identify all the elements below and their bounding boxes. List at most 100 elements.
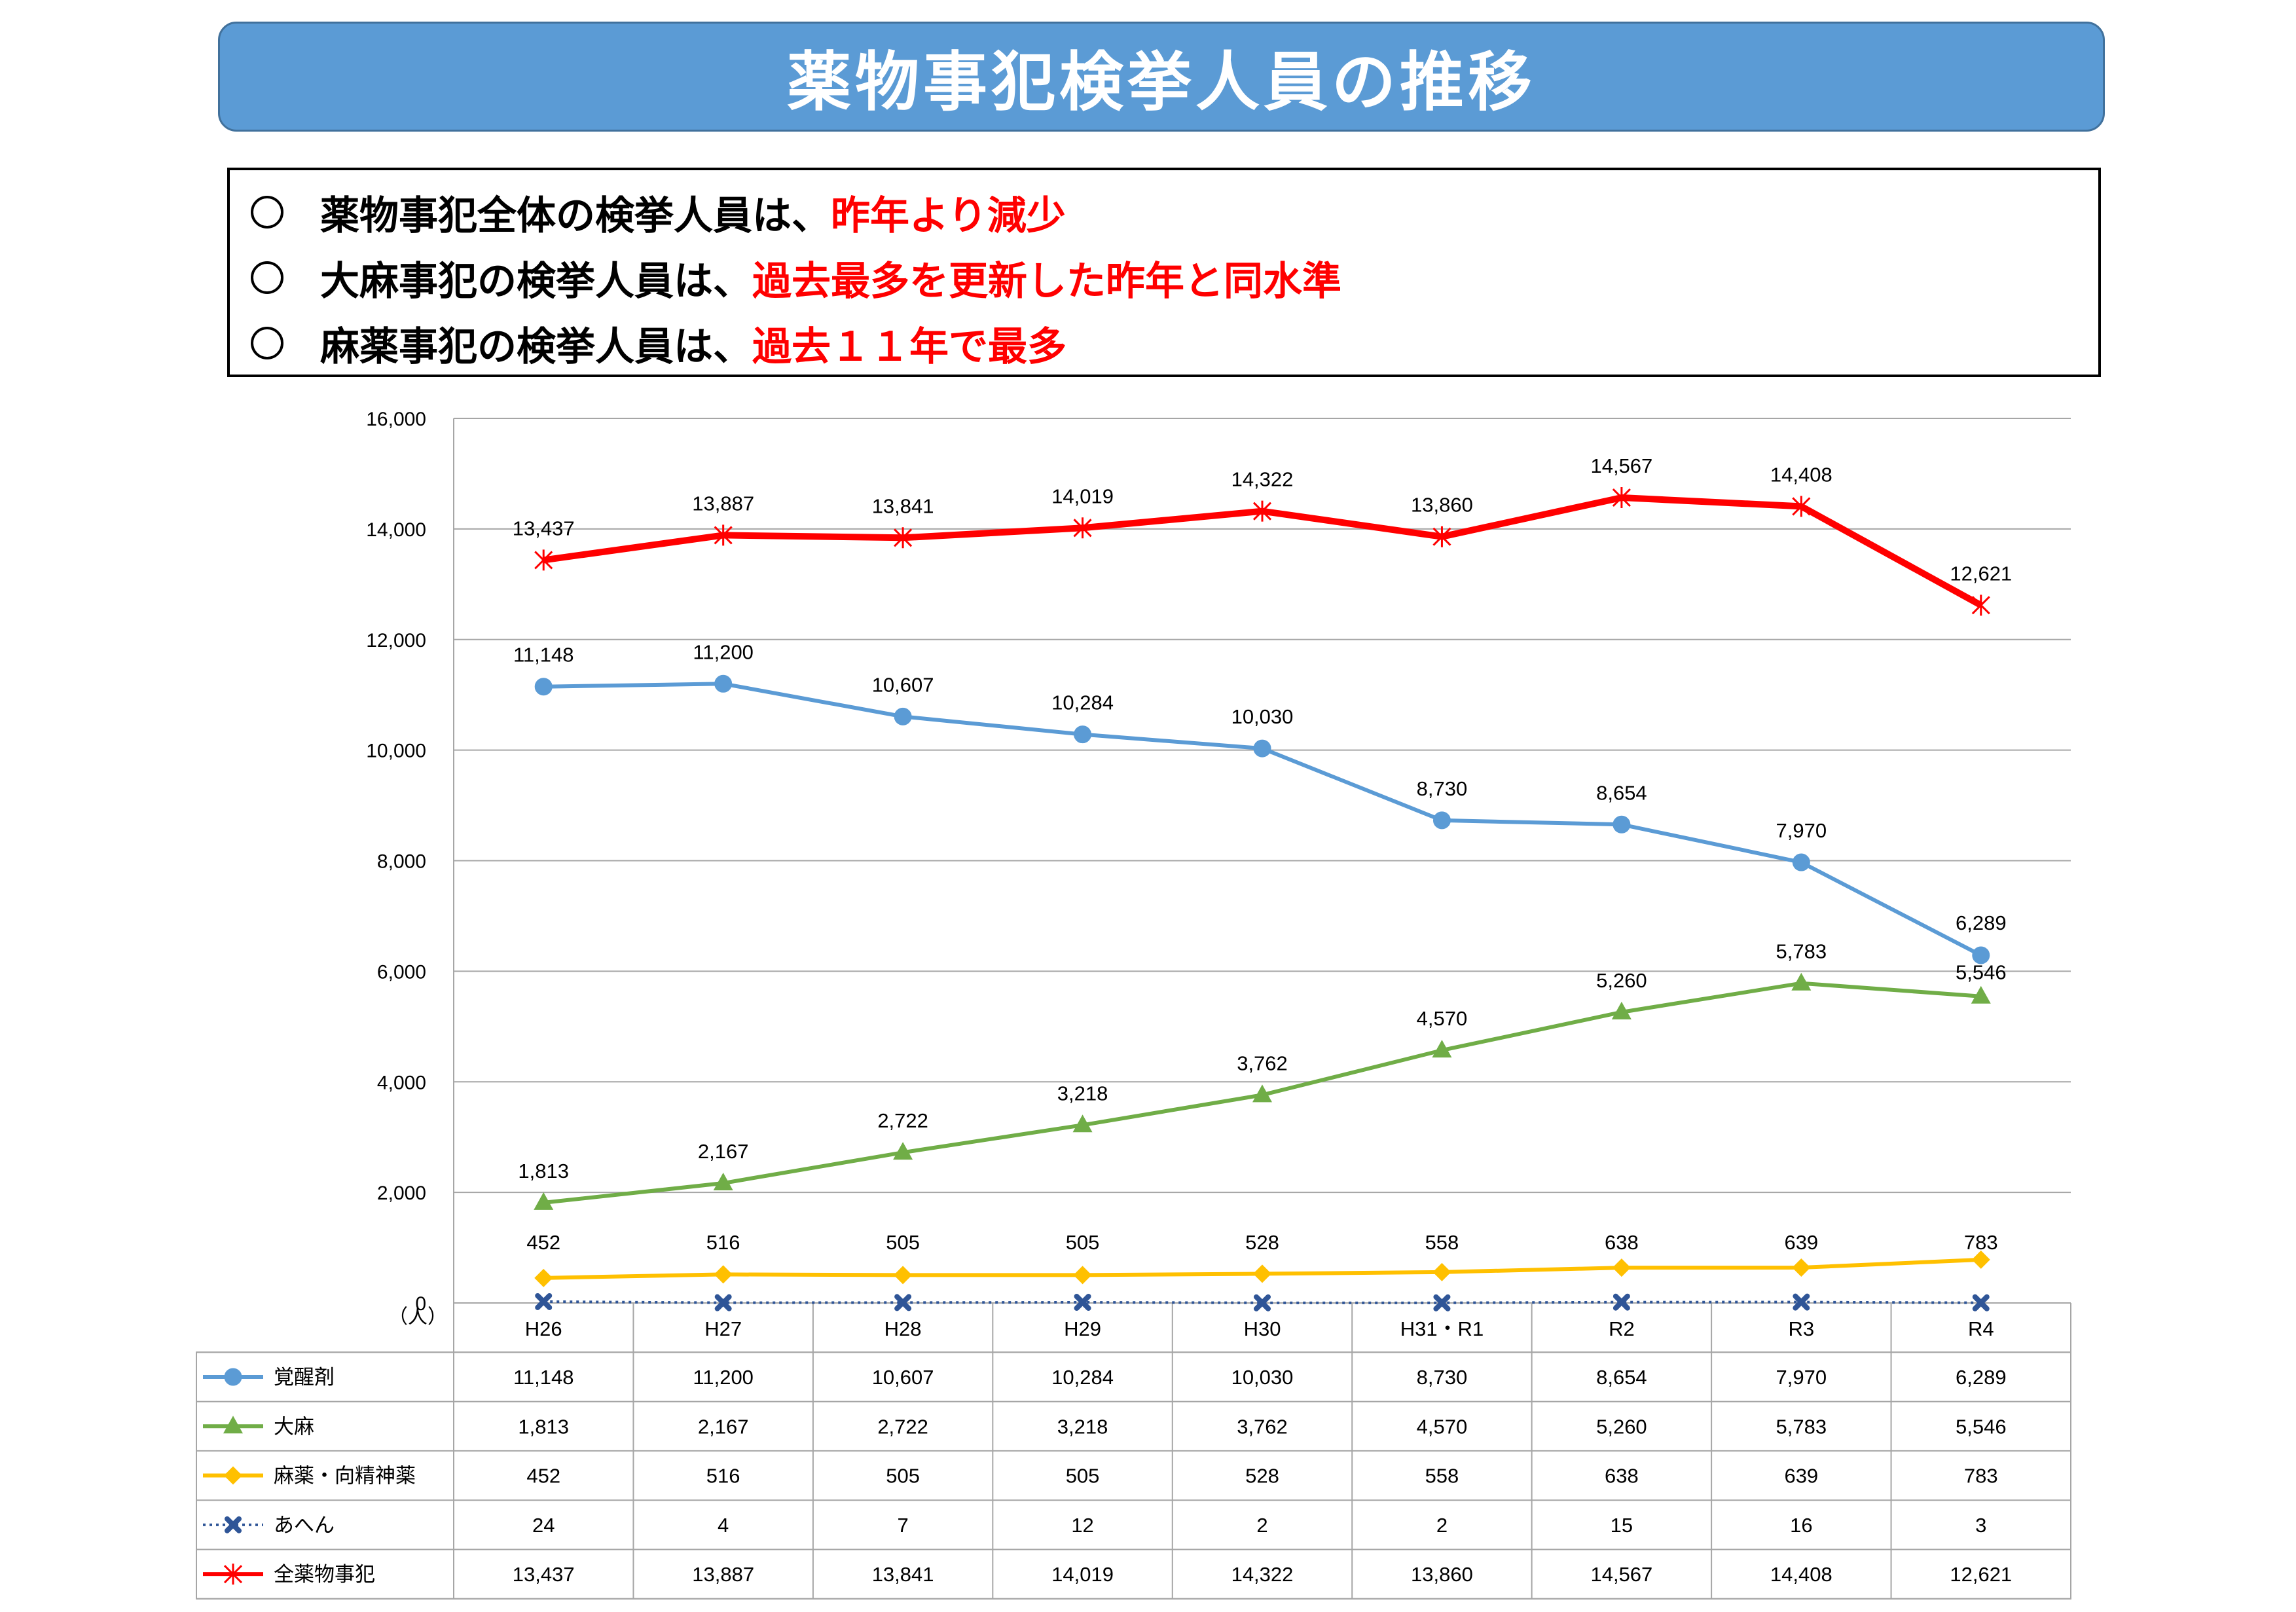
table-cell: 638 xyxy=(1605,1465,1639,1488)
summary-text: 薬物事犯全体の検挙人員は、 xyxy=(320,192,831,239)
x-marker xyxy=(535,1292,553,1310)
table-cell: 558 xyxy=(1425,1465,1459,1488)
data-label: 10,607 xyxy=(872,673,934,696)
table-cell: 14,322 xyxy=(1231,1563,1294,1586)
summary-box: 薬物事犯全体の検挙人員は、 昨年より減少 大麻事犯の検挙人員は、 過去最多を更新… xyxy=(227,168,2101,377)
x-marker xyxy=(1793,1293,1810,1311)
data-label: 5,546 xyxy=(1956,961,2007,984)
circle-bullet-icon xyxy=(251,261,283,294)
table-cell: 13,841 xyxy=(872,1563,934,1586)
y-tick-label: 16,000 xyxy=(366,409,426,430)
data-label: 2,167 xyxy=(698,1140,749,1163)
y-tick-label: 0 xyxy=(415,1293,426,1315)
table-cell: 14,408 xyxy=(1770,1563,1832,1586)
star-marker xyxy=(1432,526,1451,547)
y-tick-label: 14,000 xyxy=(366,519,426,541)
table-cell: 2,167 xyxy=(698,1415,749,1438)
table-cell: 528 xyxy=(1245,1465,1279,1488)
table-cell: 13,860 xyxy=(1411,1563,1473,1586)
table-cell: 12 xyxy=(1071,1514,1093,1537)
table-cell: 15 xyxy=(1611,1514,1633,1537)
star-marker xyxy=(223,1564,243,1585)
circle-marker xyxy=(224,1368,242,1386)
triangle-marker xyxy=(1072,1114,1093,1133)
x-marker xyxy=(1972,1294,1990,1311)
data-label: 12,621 xyxy=(1950,562,2012,585)
legend-label: 大麻 xyxy=(274,1415,314,1438)
x-tick-label: H29 xyxy=(1064,1317,1101,1340)
table-cell: 6,289 xyxy=(1956,1366,2007,1389)
table-cell: 4,570 xyxy=(1417,1415,1468,1438)
triangle-marker xyxy=(223,1416,243,1434)
triangle-marker xyxy=(1252,1084,1272,1103)
table-cell: 11,148 xyxy=(513,1366,574,1389)
x-tick-label: H26 xyxy=(525,1317,562,1340)
data-label: 7,970 xyxy=(1776,819,1827,842)
summary-row: 大麻事犯の検挙人員は、 過去最多を更新した昨年と同水準 xyxy=(230,245,2098,310)
data-label: 4,570 xyxy=(1417,1007,1468,1030)
y-tick-label: 6,000 xyxy=(377,961,426,983)
summary-text: 麻薬事犯の検挙人員は、 xyxy=(320,323,752,370)
legend-label: あへん xyxy=(274,1514,335,1537)
table-cell: 7,970 xyxy=(1776,1366,1827,1389)
triangle-marker xyxy=(1971,985,1991,1004)
diamond-marker xyxy=(1612,1258,1631,1277)
circle-marker xyxy=(1253,739,1271,758)
x-tick-label: H28 xyxy=(884,1317,922,1340)
data-label: 558 xyxy=(1425,1231,1459,1254)
table-cell: 4 xyxy=(718,1514,729,1537)
data-label: 8,730 xyxy=(1417,777,1468,800)
triangle-marker xyxy=(713,1173,733,1191)
table-cell: 2 xyxy=(1256,1514,1267,1537)
x-tick-label: R3 xyxy=(1789,1317,1815,1340)
circle-marker xyxy=(714,674,733,693)
data-label: 13,860 xyxy=(1411,494,1473,517)
data-label: 13,841 xyxy=(872,494,934,517)
table-cell: 24 xyxy=(532,1514,555,1537)
diamond-marker xyxy=(1073,1266,1092,1285)
x-tick-label: R4 xyxy=(1968,1317,1994,1340)
circle-marker xyxy=(894,707,912,725)
star-marker xyxy=(1971,595,1990,616)
table-cell: 16 xyxy=(1790,1514,1812,1537)
data-label: 11,148 xyxy=(513,644,574,667)
table-cell: 8,730 xyxy=(1417,1366,1468,1389)
x-marker xyxy=(1613,1293,1630,1311)
table-cell: 10,030 xyxy=(1231,1366,1294,1389)
data-label: 14,408 xyxy=(1770,463,1832,486)
page-title: 薬物事犯検挙人員の推移 xyxy=(786,45,1536,120)
data-label: 528 xyxy=(1245,1231,1279,1254)
y-unit-label: （人） xyxy=(388,1306,447,1328)
legend-label: 全薬物事犯 xyxy=(274,1563,375,1586)
triangle-marker xyxy=(534,1192,554,1210)
table-cell: 11,200 xyxy=(693,1366,754,1389)
data-label: 6,289 xyxy=(1956,911,2007,934)
y-tick-label: 2,000 xyxy=(377,1182,426,1204)
x-tick-label: H30 xyxy=(1244,1317,1281,1340)
diamond-marker xyxy=(1971,1250,1990,1269)
data-label: 638 xyxy=(1605,1231,1639,1254)
table-cell: 13,437 xyxy=(513,1563,575,1586)
table-cell: 7 xyxy=(897,1514,908,1537)
summary-text: 大麻事犯の検挙人員は、 xyxy=(320,258,752,304)
x-marker xyxy=(1254,1294,1271,1311)
table-cell: 783 xyxy=(1964,1465,1998,1488)
data-label: 2,722 xyxy=(877,1109,928,1132)
table-cell: 452 xyxy=(526,1465,560,1488)
circle-bullet-icon xyxy=(251,196,283,229)
circle-marker xyxy=(1613,815,1631,833)
table-cell: 14,019 xyxy=(1051,1563,1114,1586)
table-cell: 505 xyxy=(886,1465,920,1488)
summary-highlight: 過去最多を更新した昨年と同水準 xyxy=(752,258,1341,304)
diamond-marker xyxy=(1792,1258,1811,1277)
diamond-marker xyxy=(1253,1264,1271,1283)
table-cell: 5,783 xyxy=(1776,1415,1827,1438)
x-marker xyxy=(225,1516,242,1533)
y-tick-label: 4,000 xyxy=(377,1072,426,1093)
data-label: 516 xyxy=(706,1231,740,1254)
y-tick-label: 10,000 xyxy=(366,741,426,762)
diamond-marker xyxy=(1432,1262,1451,1281)
x-marker xyxy=(1074,1293,1091,1311)
data-label: 639 xyxy=(1784,1231,1818,1254)
